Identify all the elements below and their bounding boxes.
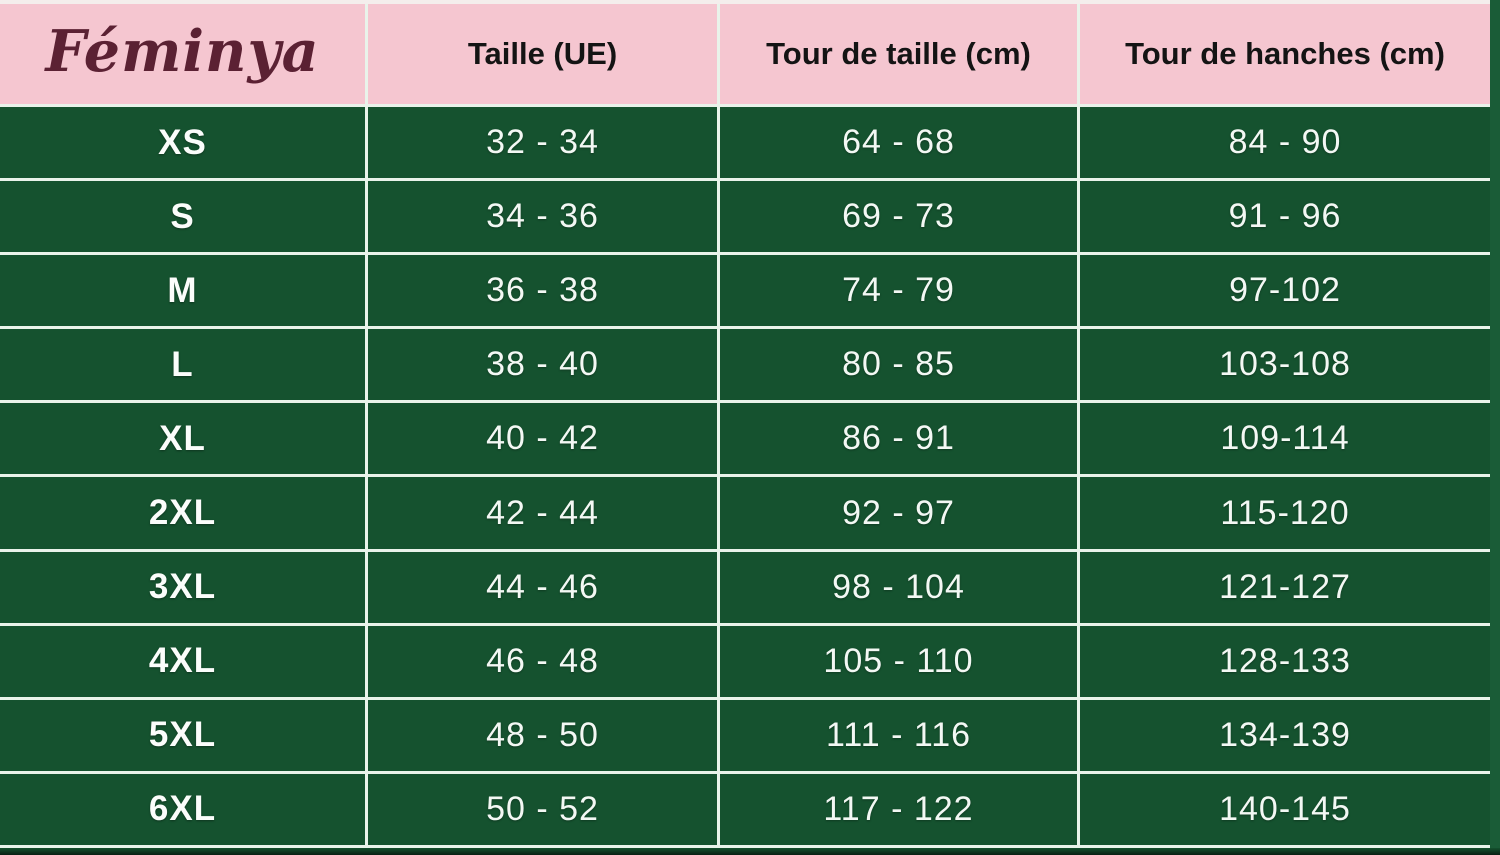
brand-logo: Féminya (45, 17, 320, 85)
table-row-s-size-cell: S (0, 181, 365, 253)
table-row-2xl-tour-hanches-cell: 115-120 (1080, 477, 1490, 549)
table-row-6xl-tour-taille-cell: 117 - 122 (720, 773, 1077, 845)
tour-de-taille-value: 117 - 122 (823, 789, 974, 828)
taille-ue-value: 38 - 40 (486, 345, 599, 384)
column-header-tour-de-hanches: Tour de hanches (cm) (1080, 4, 1490, 104)
size-label: 5XL (148, 715, 217, 755)
table-row-xl-tour-hanches-cell: 109-114 (1080, 403, 1490, 475)
taille-ue-value: 44 - 46 (486, 567, 599, 606)
table-row-xl-taille-ue-cell: 40 - 42 (368, 403, 717, 475)
taille-ue-value: 48 - 50 (486, 715, 599, 754)
table-row-m-tour-hanches-cell: 97-102 (1080, 255, 1490, 327)
table-row-5xl-taille-ue-cell: 48 - 50 (368, 699, 717, 771)
size-label: S (170, 196, 195, 236)
taille-ue-value: 32 - 34 (486, 123, 599, 162)
taille-ue-value: 34 - 36 (486, 197, 599, 236)
table-row-6xl-taille-ue-cell: 50 - 52 (368, 773, 717, 845)
column-header-tour-de-taille: Tour de taille (cm) (720, 4, 1077, 104)
tour-de-hanches-value: 140-145 (1219, 789, 1351, 828)
tour-de-taille-value: 80 - 85 (842, 345, 955, 384)
tour-de-taille-value: 74 - 79 (842, 271, 955, 310)
table-row-m-taille-ue-cell: 36 - 38 (368, 255, 717, 327)
table-row-l-tour-taille-cell: 80 - 85 (720, 329, 1077, 401)
table-row-xs-size-cell: XS (0, 107, 365, 179)
table-row-l-tour-hanches-cell: 103-108 (1080, 329, 1490, 401)
size-label: 2XL (148, 493, 217, 533)
table-row-6xl-tour-hanches-cell: 140-145 (1080, 773, 1490, 845)
table-row-xs-tour-hanches-cell: 84 - 90 (1080, 107, 1490, 179)
brand-header-cell: Féminya (0, 4, 365, 104)
column-header-label: Tour de hanches (cm) (1125, 36, 1445, 71)
table-row-s-tour-hanches-cell: 91 - 96 (1080, 181, 1490, 253)
table-row-4xl-size-cell: 4XL (0, 625, 365, 697)
table-row-l-taille-ue-cell: 38 - 40 (368, 329, 717, 401)
tour-de-taille-value: 105 - 110 (823, 641, 974, 680)
tour-de-taille-value: 69 - 73 (842, 197, 955, 236)
tour-de-hanches-value: 109-114 (1220, 419, 1350, 458)
size-label: 3XL (148, 567, 217, 607)
size-label: M (167, 270, 198, 310)
tour-de-taille-value: 64 - 68 (842, 123, 955, 162)
column-header-taille-ue: Taille (UE) (368, 4, 717, 104)
size-label: L (171, 344, 194, 384)
taille-ue-value: 40 - 42 (486, 419, 599, 458)
tour-de-hanches-value: 115-120 (1220, 493, 1350, 532)
column-header-label: Tour de taille (cm) (766, 36, 1031, 71)
table-row-3xl-tour-hanches-cell: 121-127 (1080, 551, 1490, 623)
table-row-xl-tour-taille-cell: 86 - 91 (720, 403, 1077, 475)
top-hairline (0, 0, 1490, 4)
size-chart-table: Féminya Taille (UE) Tour de taille (cm) … (0, 4, 1490, 848)
column-header-label: Taille (UE) (467, 36, 618, 71)
tour-de-taille-value: 92 - 97 (842, 493, 955, 532)
tour-de-hanches-value: 121-127 (1219, 567, 1351, 606)
taille-ue-value: 42 - 44 (486, 493, 599, 532)
table-row-4xl-tour-hanches-cell: 128-133 (1080, 625, 1490, 697)
bottom-edge-strip (0, 848, 1500, 855)
taille-ue-value: 46 - 48 (486, 641, 599, 680)
table-row-2xl-tour-taille-cell: 92 - 97 (720, 477, 1077, 549)
table-row-4xl-tour-taille-cell: 105 - 110 (720, 625, 1077, 697)
table-row-m-size-cell: M (0, 255, 365, 327)
tour-de-hanches-value: 128-133 (1219, 641, 1351, 680)
size-label: XS (158, 122, 207, 162)
size-label: XL (159, 418, 206, 458)
tour-de-hanches-value: 91 - 96 (1228, 197, 1342, 236)
table-row-5xl-tour-hanches-cell: 134-139 (1080, 699, 1490, 771)
tour-de-hanches-value: 103-108 (1219, 345, 1351, 384)
table-row-3xl-taille-ue-cell: 44 - 46 (368, 551, 717, 623)
tour-de-hanches-value: 134-139 (1219, 715, 1351, 754)
table-row-4xl-taille-ue-cell: 46 - 48 (368, 625, 717, 697)
table-row-l-size-cell: L (0, 329, 365, 401)
table-row-2xl-taille-ue-cell: 42 - 44 (368, 477, 717, 549)
tour-de-hanches-value: 97-102 (1229, 271, 1341, 310)
table-row-xl-size-cell: XL (0, 403, 365, 475)
size-label: 6XL (148, 789, 217, 829)
table-row-m-tour-taille-cell: 74 - 79 (720, 255, 1077, 327)
taille-ue-value: 36 - 38 (486, 271, 599, 310)
taille-ue-value: 50 - 52 (486, 789, 599, 828)
tour-de-taille-value: 86 - 91 (842, 419, 955, 458)
tour-de-taille-value: 98 - 104 (832, 567, 965, 606)
table-row-5xl-tour-taille-cell: 111 - 116 (720, 699, 1077, 771)
table-row-xs-taille-ue-cell: 32 - 34 (368, 107, 717, 179)
tour-de-taille-value: 111 - 116 (825, 715, 972, 754)
table-row-5xl-size-cell: 5XL (0, 699, 365, 771)
table-row-xs-tour-taille-cell: 64 - 68 (720, 107, 1077, 179)
table-row-6xl-size-cell: 6XL (0, 773, 365, 845)
table-row-3xl-tour-taille-cell: 98 - 104 (720, 551, 1077, 623)
tour-de-hanches-value: 84 - 90 (1228, 123, 1342, 162)
table-row-2xl-size-cell: 2XL (0, 477, 365, 549)
table-row-3xl-size-cell: 3XL (0, 551, 365, 623)
size-label: 4XL (148, 641, 217, 681)
table-row-s-taille-ue-cell: 34 - 36 (368, 181, 717, 253)
table-row-s-tour-taille-cell: 69 - 73 (720, 181, 1077, 253)
